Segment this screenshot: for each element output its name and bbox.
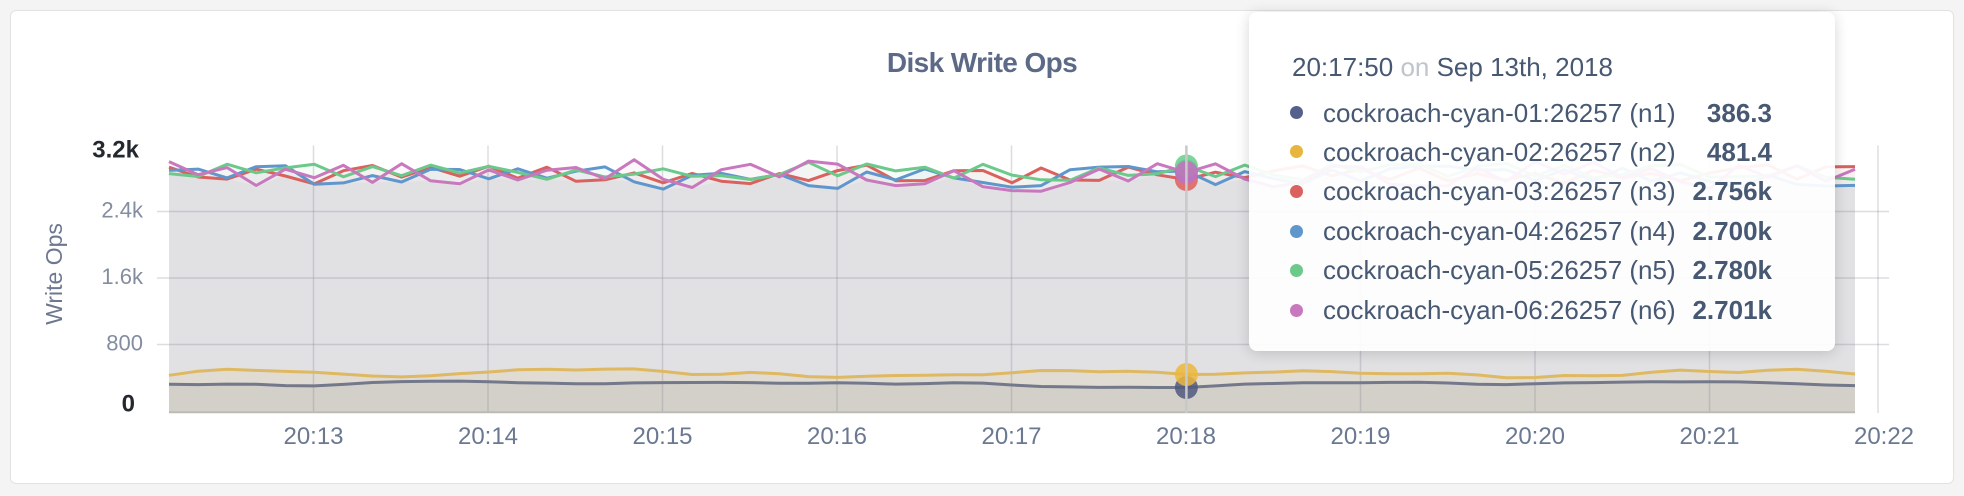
svg-text:800: 800 — [106, 330, 143, 355]
svg-text:20:21: 20:21 — [1679, 423, 1739, 450]
svg-text:20:18: 20:18 — [1156, 423, 1216, 450]
svg-text:20:16: 20:16 — [807, 423, 867, 450]
svg-text:20:17: 20:17 — [981, 423, 1041, 450]
svg-text:1.6k: 1.6k — [101, 264, 144, 289]
svg-text:2.4k: 2.4k — [101, 197, 144, 222]
svg-text:20:14: 20:14 — [458, 423, 518, 450]
svg-text:0: 0 — [122, 390, 135, 417]
svg-text:20:13: 20:13 — [283, 423, 343, 450]
svg-text:3.2k: 3.2k — [92, 136, 139, 163]
svg-text:20:15: 20:15 — [632, 423, 692, 450]
svg-text:20:19: 20:19 — [1330, 423, 1390, 450]
svg-text:20:22: 20:22 — [1854, 423, 1914, 450]
svg-text:Write Ops: Write Ops — [41, 223, 67, 325]
svg-text:20:20: 20:20 — [1505, 423, 1565, 450]
